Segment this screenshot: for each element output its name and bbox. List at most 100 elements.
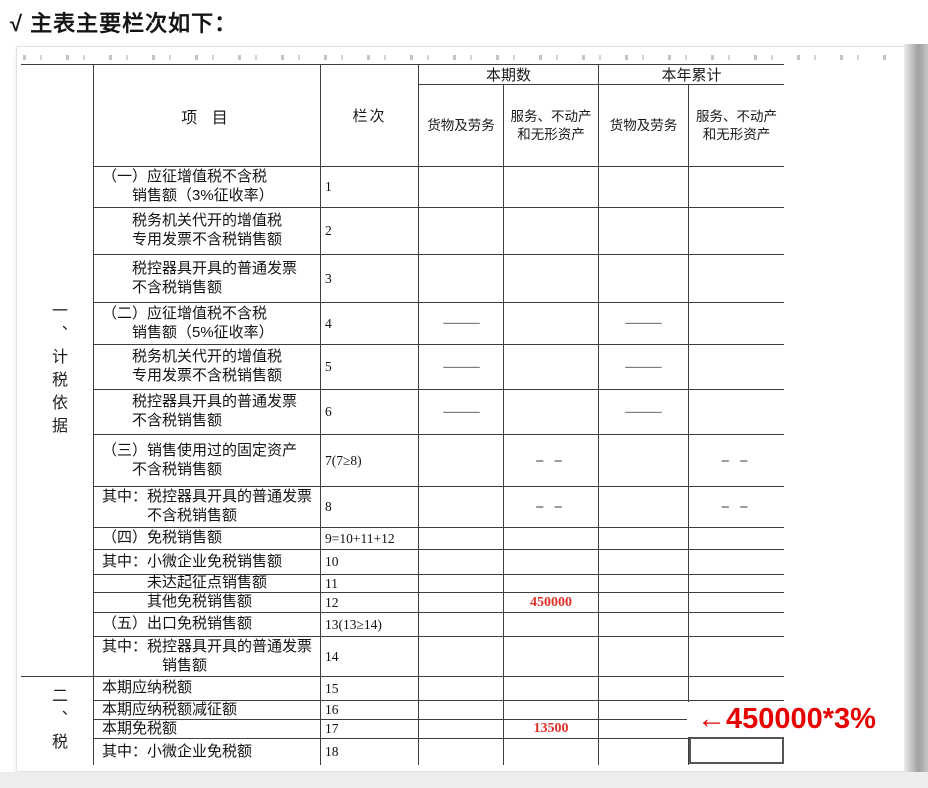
row-column-no: 8: [321, 487, 419, 528]
row-column-no: 12: [321, 593, 419, 613]
row-item-label: 本期应纳税额减征额: [94, 701, 321, 720]
cell-value: [419, 528, 504, 550]
cell-value: —: [419, 345, 504, 390]
cell-value: [419, 739, 504, 765]
bottom-edge-strip: [0, 772, 928, 788]
cell-value: [419, 255, 504, 303]
cell-value: [599, 613, 689, 637]
cell-value: —: [419, 303, 504, 345]
header-sub-0: 货物及劳务: [419, 85, 504, 167]
row-item-label: 本期应纳税额: [94, 677, 321, 701]
section-label-tax-calc: 二、税: [21, 677, 94, 765]
row-item-label: 其中：小微企业免税销售额: [94, 550, 321, 575]
cell-value: —: [599, 390, 689, 435]
selected-cell-outline: [689, 737, 784, 764]
row-column-no: 2: [321, 208, 419, 255]
row-column-no: 11: [321, 575, 419, 593]
cell-value: [689, 167, 784, 208]
cell-value: [419, 677, 504, 701]
cell-value: [419, 167, 504, 208]
cell-value: – –: [689, 487, 784, 528]
cell-value: [689, 528, 784, 550]
row-item-label: 税务机关代开的增值税 专用发票不含税销售额: [94, 345, 321, 390]
row-column-no: 18: [321, 739, 419, 765]
cell-value: [689, 345, 784, 390]
cell-value: [504, 739, 599, 765]
cell-value: [419, 720, 504, 739]
cell-value: [419, 550, 504, 575]
scan-noise: [23, 55, 895, 60]
cell-value: [689, 637, 784, 677]
cell-value: [689, 677, 784, 701]
cell-value: [599, 550, 689, 575]
header-current-period: 本期数: [419, 65, 599, 85]
cell-value: [419, 613, 504, 637]
vat-table: 一、计税依据 二、税项 目栏次 本期数 本年累计 货物及劳务 服务、不动产 和无形资产 货物及…: [21, 64, 784, 765]
cell-value: [504, 575, 599, 593]
cell-value: [689, 255, 784, 303]
row-column-no: 10: [321, 550, 419, 575]
cell-value: 13500: [504, 720, 599, 739]
cell-value: [504, 550, 599, 575]
row-column-no: 13(13≥14): [321, 613, 419, 637]
header-item: 项 目: [94, 65, 321, 167]
cell-value: [504, 613, 599, 637]
cell-value: 450000: [504, 593, 599, 613]
cell-value: – –: [504, 435, 599, 487]
row-item-label: 税控器具开具的普通发票 不含税销售额: [94, 255, 321, 303]
row-column-no: 7(7≥8): [321, 435, 419, 487]
header-sub-3: 服务、不动产 和无形资产: [689, 85, 784, 167]
row-item-label: 其他免税销售额: [94, 593, 321, 613]
right-edge-strip: [904, 44, 928, 788]
cell-value: [599, 435, 689, 487]
cell-value: [419, 487, 504, 528]
row-column-no: 5: [321, 345, 419, 390]
header-sub-2: 货物及劳务: [599, 85, 689, 167]
cell-value: [419, 575, 504, 593]
cell-value: [419, 435, 504, 487]
row-item-label: （四）免税销售额: [94, 528, 321, 550]
row-item-label: 未达起征点销售额: [94, 575, 321, 593]
cell-value: [599, 167, 689, 208]
cell-value: [599, 701, 689, 720]
cell-value: – –: [689, 435, 784, 487]
row-column-no: 17: [321, 720, 419, 739]
cell-value: [419, 208, 504, 255]
cell-value: [504, 208, 599, 255]
cell-value: [599, 255, 689, 303]
page-title: √ 主表主要栏次如下：: [10, 11, 238, 36]
red-annotation: ←450000*3%: [687, 702, 880, 737]
row-column-no: 1: [321, 167, 419, 208]
cell-value: [599, 208, 689, 255]
cell-value: [504, 637, 599, 677]
row-column-no: 3: [321, 255, 419, 303]
cell-value: – –: [504, 487, 599, 528]
header-column-no: 栏次: [321, 65, 419, 167]
row-column-no: 6: [321, 390, 419, 435]
cell-value: [599, 575, 689, 593]
cell-value: [504, 390, 599, 435]
row-item-label: （三）销售使用过的固定资产 不含税销售额: [94, 435, 321, 487]
cell-value: [689, 550, 784, 575]
row-item-label: 税控器具开具的普通发票 不含税销售额: [94, 390, 321, 435]
cell-value: [599, 637, 689, 677]
cell-value: —: [599, 303, 689, 345]
row-item-label: 其中：税控器具开具的普通发票 不含税销售额: [94, 487, 321, 528]
cell-value: [419, 701, 504, 720]
cell-value: [599, 487, 689, 528]
row-column-no: 14: [321, 637, 419, 677]
cell-value: [419, 593, 504, 613]
cell-value: [599, 739, 689, 765]
cell-value: [689, 613, 784, 637]
cell-value: [599, 720, 689, 739]
cell-value: [504, 677, 599, 701]
vat-form-panel: 一、计税依据 二、税项 目栏次 本期数 本年累计 货物及劳务 服务、不动产 和无形资产 货物及…: [16, 46, 910, 772]
cell-value: [689, 575, 784, 593]
row-item-label: 其中：税控器具开具的普通发票 销售额: [94, 637, 321, 677]
row-item-label: （五）出口免税销售额: [94, 613, 321, 637]
row-column-no: 4: [321, 303, 419, 345]
section-label-tax-basis: 一、计税依据: [21, 65, 94, 677]
cell-value: —: [419, 390, 504, 435]
cell-value: [504, 701, 599, 720]
